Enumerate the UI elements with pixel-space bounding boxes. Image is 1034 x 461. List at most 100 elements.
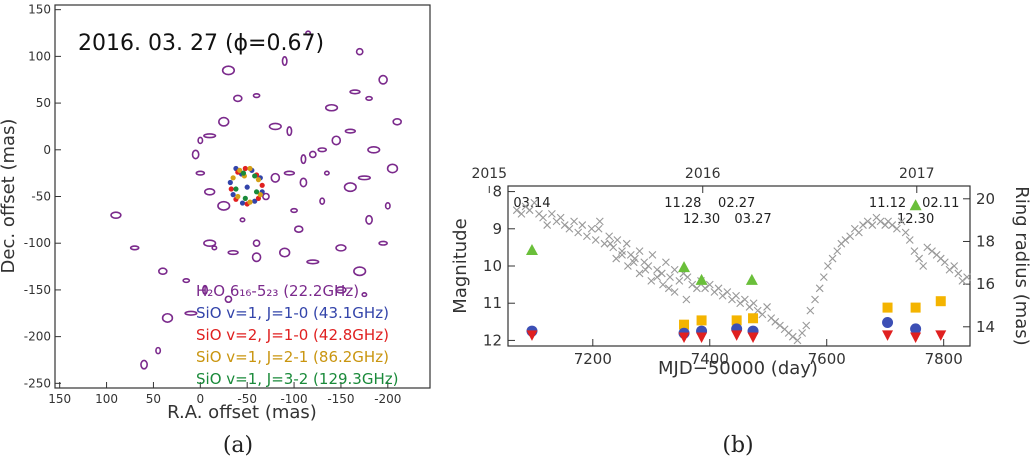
h2o-maser-spot [365,214,373,225]
light-curve-point [771,317,780,326]
h2o-maser-spot [367,145,381,154]
ring-radius-point-sio-42-8 [678,332,690,343]
light-curve-point [618,250,626,259]
light-curve-point [641,265,650,274]
panel-b-points [525,199,947,343]
light-curve-point [574,228,583,237]
y-tick-label: 11 [483,294,502,312]
y2-tick-label: 14 [976,318,995,336]
light-curve-point [594,224,603,233]
y-tick-label: 150 [28,3,51,17]
h2o-maser-spot [353,266,367,277]
h2o-maser-spot [299,177,308,188]
h2o-maser-spot [202,284,209,295]
sio-maser-spot [255,177,262,183]
light-curve-point [919,262,928,270]
light-curve-point [600,239,609,248]
light-curve-point [819,273,828,282]
light-curve-point [683,273,692,282]
y2-tick-label: 16 [976,275,995,293]
light-curve-point [888,221,897,229]
light-curve-point [622,239,631,248]
panel-a-xlabel: R.A. offset (mas) [167,402,317,423]
x-tick-label: 150 [48,392,71,406]
light-curve-point [623,262,632,270]
light-curve-point [846,232,855,241]
light-curve-point [618,247,626,256]
light-curve-point [954,269,963,278]
h2o-maser-spot [355,47,364,56]
h2o-maser-spot [218,116,230,127]
light-curve-point [659,280,667,289]
h2o-maser-spot [349,89,361,95]
light-curve-point [635,247,644,256]
light-curve-point [547,210,556,218]
panel-b-ylabel: Magnitude [450,218,471,313]
ring-radius-point-sio-42-8 [731,330,743,341]
light-curve-point [718,291,727,300]
light-curve-point [868,221,877,229]
panel-b-xlabel: MJD−50000 (day) [658,358,818,379]
h2o-maser-spot [262,192,270,201]
y-tick-label: 0 [43,143,51,157]
light-curve-point [753,306,762,315]
h2o-maser-spot [306,259,320,265]
light-curve-point [958,276,967,285]
y-tick-label: -200 [24,330,51,344]
light-curve-point [776,321,784,330]
light-curve-point [749,299,758,308]
epoch-label: 03.27 [734,212,771,227]
x-tick-label: 0 [196,392,204,406]
panel-a-caption: (a) [223,433,253,458]
h2o-maser-spot [378,74,388,85]
light-curve-point [798,329,807,337]
light-curve-point [682,295,691,304]
h2o-maser-spot [343,182,357,193]
light-curve-point [923,243,932,252]
sio-maser-spot [252,173,258,179]
h2o-maser-spot [203,188,216,196]
y2-tick-label: 18 [976,232,995,250]
sio-maser-spot [239,200,246,206]
h2o-maser-spot [319,197,326,205]
light-curve-point [806,306,815,315]
light-curve-point [876,217,885,226]
ring-radius-point-sio-42-8 [696,332,708,343]
light-curve-point [657,269,666,278]
x-tick-label: 50 [146,392,161,406]
h2o-maser-spot [211,245,218,251]
sio-maser-spot [242,195,248,201]
x-tick-label: -50 [237,392,257,406]
y-tick-label: 100 [28,49,51,63]
h2o-maser-spot [203,133,217,139]
light-curve-point [688,280,697,289]
h2o-maser-spot [281,56,288,67]
light-curve-point [763,303,771,311]
x-tick-label: 100 [95,392,118,406]
top-tick-label: 2016 [685,166,721,182]
panel-b-light-curve [512,198,971,345]
legend-sio-129-3: SiO v=1, J=3-2 (129.3GHz) [196,370,398,388]
h2o-maser-spot [283,170,296,176]
light-curve-point [612,254,621,263]
x-tick-label: -100 [280,392,307,406]
h2o-maser-spot [155,346,162,355]
epoch-label: 02.11 [922,196,959,211]
light-curve-point [828,254,837,263]
light-curve-point [723,288,732,296]
sio-maser-spot [235,193,241,200]
y-tick-label: 50 [36,96,51,110]
ring-radius-point-sio-86 [935,296,946,307]
sio-maser-spot [253,189,260,195]
x-tick-label: -150 [327,392,354,406]
h2o-maser-spot [161,312,174,323]
h2o-maser-spot [221,65,236,76]
y-tick-label: -50 [31,190,51,204]
legend-sio-86-2: SiO v=1, J=2-1 (86.2GHz) [196,348,389,366]
x-tick-label: 7800 [925,350,963,368]
x-tick-label: -200 [374,392,401,406]
h2o-maser-spot [335,244,347,252]
h2o-maser-spot [203,239,217,248]
h2o-maser-spot [392,117,402,126]
